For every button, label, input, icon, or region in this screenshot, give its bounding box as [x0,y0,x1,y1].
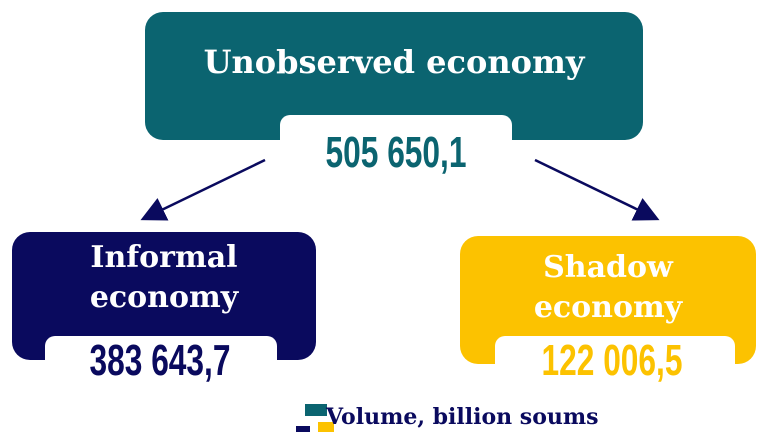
arrow [140,158,266,221]
value-tab [495,336,735,401]
node-label: Unobserved economy [203,43,585,81]
node-label: Informal economy [89,240,239,315]
value-tab [280,115,512,190]
node-label: Shadow economy [533,250,683,325]
legend-label: Volume, billion soums [326,404,599,430]
node-value: 383 643,7 [89,336,231,385]
arrow [534,158,660,221]
node-value: 122 006,5 [541,336,683,385]
value-tab [45,336,277,401]
legend-icon [296,404,334,432]
node-value: 505 650,1 [325,128,467,177]
